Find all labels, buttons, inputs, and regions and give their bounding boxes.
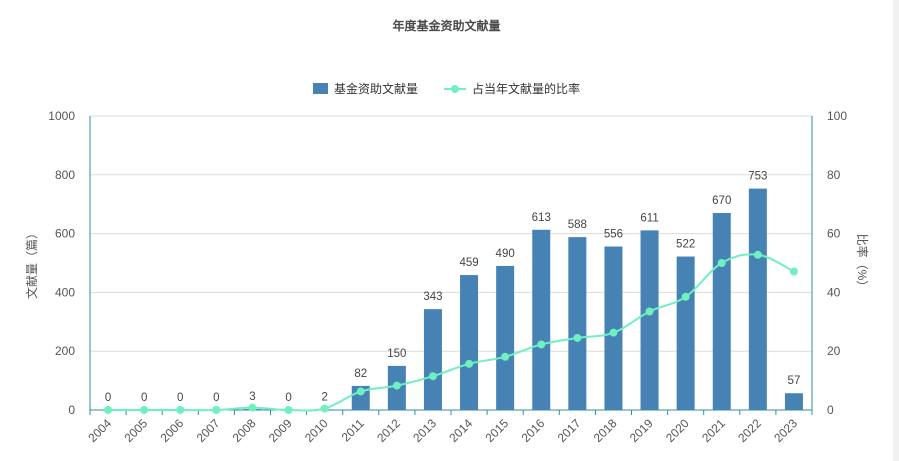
bar (460, 275, 479, 410)
x-tick-label: 2019 (627, 416, 656, 445)
ratio-point (573, 333, 582, 342)
bar-data-label: 459 (459, 257, 478, 269)
legend-label-bars: 基金资助文献量 (333, 82, 418, 96)
legend-bar-swatch (312, 83, 328, 94)
bar (423, 309, 442, 410)
bar-data-label: 150 (387, 348, 406, 360)
bar-data-label: 613 (532, 212, 551, 224)
bar-data-label: 611 (640, 212, 658, 224)
bar-data-label: 0 (105, 392, 111, 404)
ratio-point (104, 406, 113, 414)
ratio-point (212, 406, 221, 414)
x-tick-label: 2008 (230, 416, 259, 445)
x-tick-label: 2006 (158, 416, 187, 445)
ratio-point (140, 406, 149, 414)
bar-data-label: 670 (712, 195, 731, 207)
bar-data-label: 343 (423, 291, 442, 303)
bar-data-label: 57 (788, 375, 801, 387)
bar (496, 265, 515, 410)
bar-data-label: 0 (177, 392, 183, 404)
x-tick-label: 2010 (302, 416, 331, 445)
bar-data-label: 588 (568, 219, 587, 231)
ratio-point (789, 267, 798, 276)
ratio-point (284, 406, 293, 414)
legend-item-line[interactable]: 占当年文献量的比率 (444, 80, 580, 97)
y-tick-label: 400 (55, 285, 75, 299)
bar-data-label: 556 (604, 229, 623, 241)
x-tick-label: 2011 (339, 416, 367, 444)
bar (712, 213, 731, 410)
y2-axis-title: 比率（%） (855, 234, 870, 293)
bar-data-label: 0 (285, 392, 291, 404)
y2-tick-label: 60 (827, 227, 841, 241)
ratio-point (537, 340, 546, 349)
y-axis-title: 文献量（篇） (24, 227, 39, 299)
y-tick-label: 800 (55, 168, 75, 182)
ratio-point (176, 406, 185, 414)
ratio-point (465, 359, 474, 368)
bar (676, 256, 695, 410)
chart-legend: 基金资助文献量 占当年文献量的比率 (0, 80, 893, 97)
ratio-point (645, 307, 654, 316)
bar (748, 188, 767, 410)
ratio-point (428, 372, 437, 381)
x-tick-label: 2021 (699, 416, 728, 445)
bar-data-label: 0 (213, 392, 219, 404)
x-tick-label: 2005 (121, 416, 150, 445)
y2-tick-label: 40 (827, 285, 841, 299)
ratio-point (609, 328, 618, 337)
x-tick-label: 2018 (591, 416, 620, 445)
page-scrollbar[interactable] (893, 0, 899, 461)
legend-item-bars[interactable]: 基金资助文献量 (312, 80, 418, 97)
x-tick-label: 2007 (194, 416, 223, 445)
x-tick-label: 2014 (446, 416, 475, 445)
y2-tick-label: 0 (827, 403, 834, 417)
x-tick-label: 2015 (482, 416, 511, 445)
x-tick-label: 2023 (771, 416, 800, 445)
bar (532, 229, 551, 410)
ratio-point (356, 387, 365, 396)
bar-data-label: 3 (249, 391, 255, 403)
bar (604, 246, 623, 410)
ratio-point (501, 352, 510, 361)
y-tick-label: 0 (68, 403, 75, 417)
chart-title: 年度基金资助文献量 (392, 19, 501, 33)
bar (568, 237, 587, 410)
y-tick-label: 1000 (48, 109, 75, 123)
x-tick-label: 2017 (555, 416, 584, 445)
bar-data-label: 522 (676, 239, 695, 251)
x-tick-label: 2022 (735, 416, 764, 445)
ratio-point (320, 404, 329, 413)
ratio-point (753, 250, 762, 259)
x-tick-label: 2013 (410, 416, 439, 445)
bar-data-label: 753 (748, 171, 767, 183)
x-tick-label: 2016 (519, 416, 548, 445)
bar-data-label: 82 (354, 368, 367, 380)
legend-line-swatch (444, 83, 466, 95)
x-tick-label: 2004 (85, 416, 114, 445)
legend-label-line: 占当年文献量的比率 (472, 82, 581, 96)
y2-tick-label: 80 (827, 168, 841, 182)
x-tick-label: 2020 (663, 416, 692, 445)
y2-tick-label: 20 (827, 344, 841, 358)
bar (640, 230, 659, 410)
y2-tick-label: 100 (827, 109, 847, 123)
ratio-point (717, 259, 726, 267)
y-tick-label: 600 (55, 227, 75, 241)
ratio-point (681, 292, 690, 301)
y-tick-label: 200 (55, 344, 75, 358)
x-tick-label: 2009 (266, 416, 295, 445)
bar-data-label: 0 (141, 392, 147, 404)
bar (351, 385, 370, 410)
ratio-point (392, 381, 401, 390)
x-tick-label: 2012 (374, 416, 403, 445)
ratio-point (248, 403, 257, 412)
bar-data-label: 490 (496, 248, 515, 260)
bar-data-label: 2 (321, 391, 327, 403)
bar (784, 393, 803, 410)
